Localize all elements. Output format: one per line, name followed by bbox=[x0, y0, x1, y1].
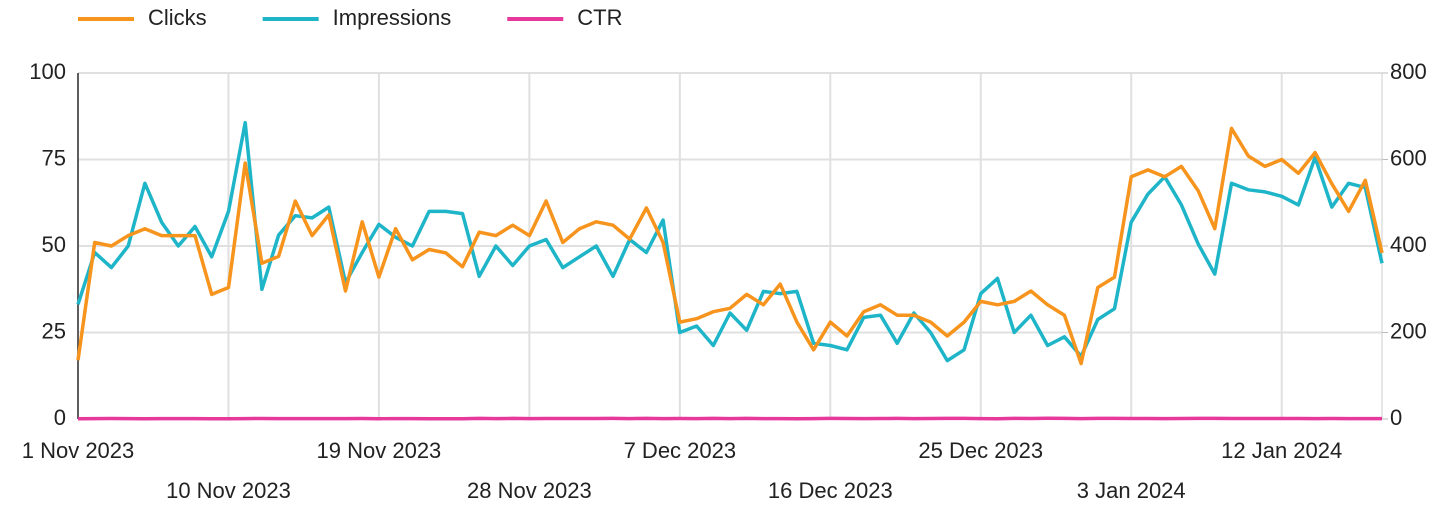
x-tick-label: 28 Nov 2023 bbox=[467, 478, 592, 503]
x-tick-label: 25 Dec 2023 bbox=[918, 438, 1043, 463]
x-tick-label: 3 Jan 2024 bbox=[1077, 478, 1186, 503]
x-tick-label: 7 Dec 2023 bbox=[624, 438, 737, 463]
y-tick-label: 0 bbox=[54, 405, 66, 430]
y2-tick-label: 800 bbox=[1390, 59, 1427, 84]
legend-label: Impressions bbox=[333, 5, 452, 30]
series-line bbox=[76, 120, 1384, 363]
x-tick-label: 1 Nov 2023 bbox=[22, 438, 135, 463]
legend-label: CTR bbox=[577, 5, 622, 30]
legend-label: Clicks bbox=[148, 5, 207, 30]
y2-tick-label: 200 bbox=[1390, 318, 1427, 343]
y-tick-label: 100 bbox=[29, 59, 66, 84]
y-tick-label: 75 bbox=[42, 145, 66, 170]
series-line bbox=[76, 126, 1384, 366]
y2-tick-label: 400 bbox=[1390, 232, 1427, 257]
x-tick-label: 16 Dec 2023 bbox=[768, 478, 893, 503]
series-line bbox=[77, 416, 1382, 421]
x-tick-label: 10 Nov 2023 bbox=[166, 478, 291, 503]
y-tick-label: 25 bbox=[42, 318, 66, 343]
x-tick-label: 12 Jan 2024 bbox=[1221, 438, 1342, 463]
y2-tick-label: 600 bbox=[1390, 145, 1427, 170]
y2-tick-label: 0 bbox=[1390, 405, 1402, 430]
x-tick-label: 19 Nov 2023 bbox=[317, 438, 442, 463]
y-tick-label: 50 bbox=[42, 232, 66, 257]
